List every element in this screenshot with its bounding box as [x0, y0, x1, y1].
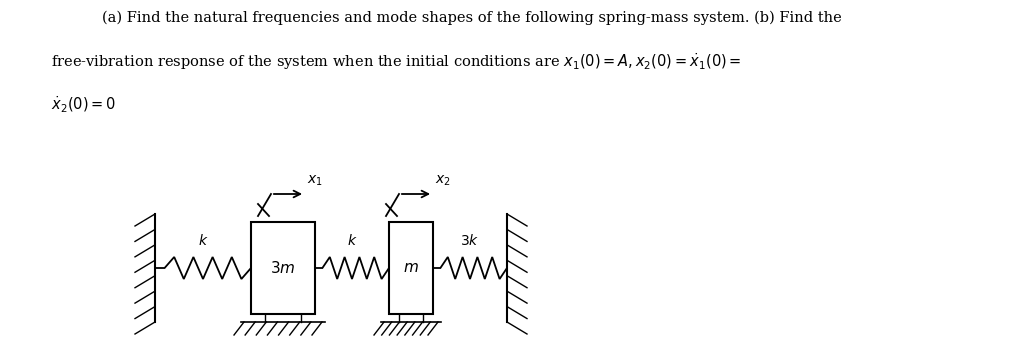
Text: $k$: $k$ [347, 233, 357, 248]
Text: (a) Find the natural frequencies and mode shapes of the following spring-mass sy: (a) Find the natural frequencies and mod… [102, 11, 842, 25]
Text: $k$: $k$ [198, 233, 208, 248]
Text: $\dot{x}_2(0) = 0$: $\dot{x}_2(0) = 0$ [51, 95, 117, 115]
Text: $x_2$: $x_2$ [435, 174, 451, 188]
Text: $3m$: $3m$ [270, 260, 296, 276]
Bar [389, 222, 433, 314]
Bar [251, 222, 315, 314]
Text: $3k$: $3k$ [461, 233, 479, 248]
Text: free-vibration response of the system when the initial conditions are $x_1(0) = : free-vibration response of the system wh… [51, 51, 741, 72]
Text: $x_1$: $x_1$ [307, 174, 323, 188]
Text: $m$: $m$ [403, 261, 419, 275]
